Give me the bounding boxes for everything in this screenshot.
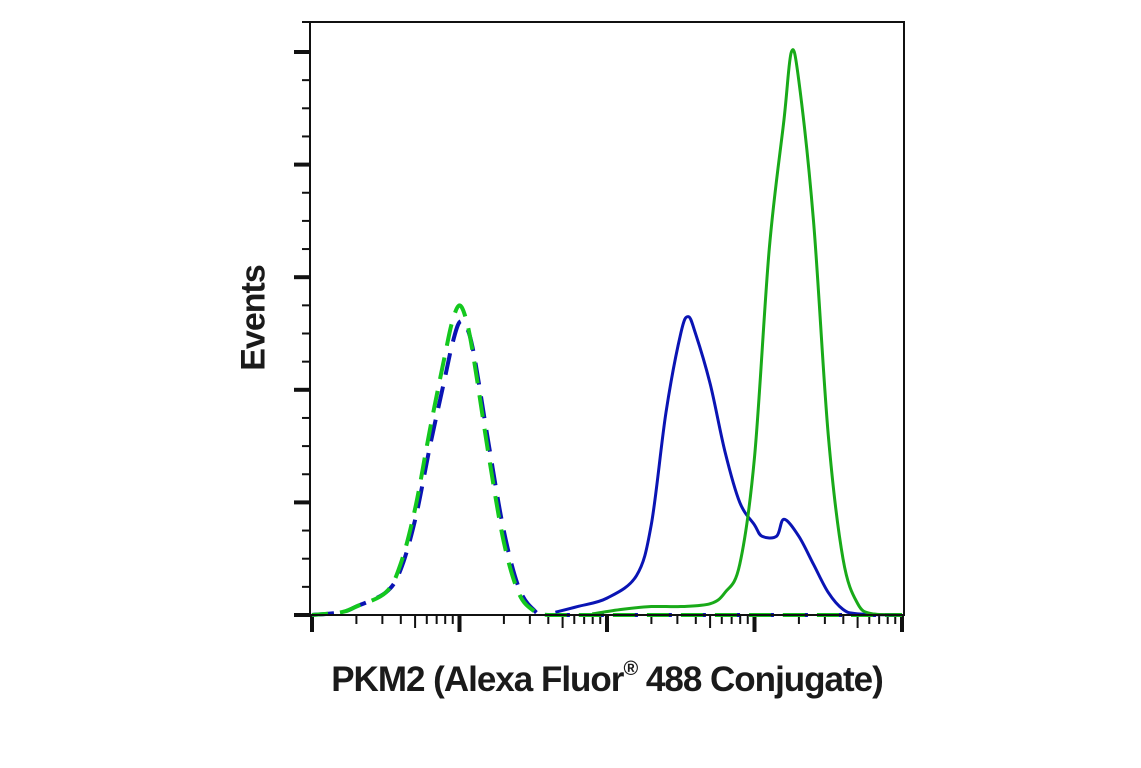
x-axis-label-rest: 488 Conjugate)	[637, 660, 884, 699]
series-pkm2-blue	[555, 315, 903, 617]
x-axis-label-main: PKM2 (Alexa Fluor	[331, 660, 624, 699]
series-isotype-blue	[311, 319, 902, 618]
y-axis-ticks	[294, 21, 310, 617]
plot-frame	[309, 21, 905, 616]
x-axis-label: PKM2 (Alexa Fluor® 488 Conjugate)	[331, 658, 884, 700]
y-axis-label: Events	[234, 265, 273, 371]
series-isotype-green	[311, 303, 902, 618]
registered-mark: ®	[623, 658, 638, 680]
series-pkm2-green	[592, 48, 903, 617]
histogram-series	[311, 48, 903, 618]
x-axis-ticks	[310, 615, 904, 632]
